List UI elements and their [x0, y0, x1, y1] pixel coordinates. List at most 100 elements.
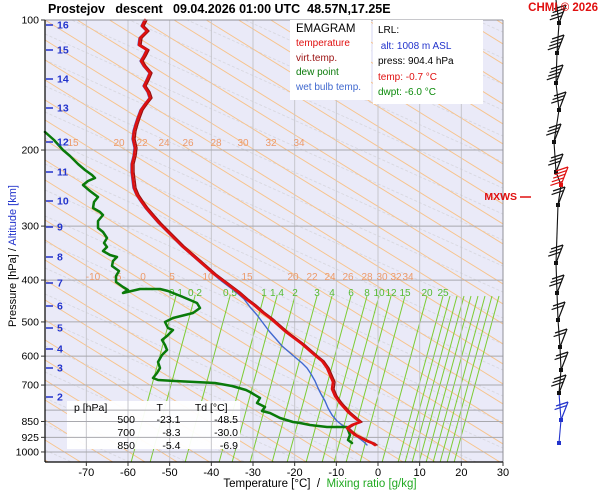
mxws-label: MXWS: [484, 191, 517, 203]
adiabat-label: 10: [202, 272, 214, 283]
pressure-tick-label: 600: [21, 351, 39, 363]
adiabat-label: 15: [241, 272, 253, 283]
mixing-ratio-label: 2: [292, 288, 298, 299]
mixing-ratio-label: 4: [329, 288, 335, 299]
temperature-tick-label: -30: [245, 467, 261, 479]
y-axis-title-altitude: Altitude [km]: [7, 185, 19, 246]
pressure-tick-label: 700: [21, 380, 39, 392]
sounding-levels-table: p [hPa] T Td [°C] 500 -23.1 -48.5 700 -8.3 -30.…: [68, 402, 240, 453]
lrl-line-3: dwpt: -6.0 °C: [378, 87, 436, 98]
x-axis-title-temperature: Temperature [°C]: [223, 478, 311, 490]
table-row: 850 -5.4 -6.9: [68, 440, 240, 453]
altitude-tick-label: 12: [57, 137, 69, 149]
table-cell: -6.9: [219, 440, 238, 452]
adiabat-label: 15: [67, 138, 79, 149]
adiabat-label: 28: [210, 138, 222, 149]
temperature-tick-label: -20: [287, 467, 303, 479]
table-cell: 850: [117, 440, 135, 452]
altitude-tick-label: 2: [57, 392, 63, 404]
lrl-line-0: alt: 1008 m ASL: [378, 40, 452, 52]
altitude-tick-label: 15: [57, 45, 69, 57]
legend-item-1: virt.temp.: [296, 52, 338, 64]
adiabat-label: -10: [86, 272, 101, 283]
pressure-tick-label: 1000: [16, 446, 40, 458]
page-title: Prostejov descent 09.04.2026 01:00 UTC 4…: [48, 2, 391, 16]
adiabat-label: 26: [342, 272, 354, 283]
adiabat-label: 32: [265, 138, 277, 149]
y-axis-title-pressure: Pressure [hPa] /: [7, 245, 19, 327]
x-axis-title: Temperature [°C] / Mixing ratio [g/kg]: [100, 478, 540, 490]
lrl-line-1: press: 904.4 hPa: [378, 56, 454, 67]
temperature-tick-label: 30: [497, 467, 509, 479]
pressure-tick-label: 400: [21, 275, 39, 287]
adiabat-label: 30: [237, 138, 249, 149]
legend-box: EMAGRAM temperature virt.temp. dew point we…: [290, 20, 371, 100]
table-cell: 700: [117, 427, 135, 439]
altitude-tick-label: 16: [57, 20, 69, 32]
x-axis-title-separator: /: [310, 478, 327, 490]
legend-heading: EMAGRAM: [296, 23, 356, 35]
adiabat-label: 32: [390, 272, 402, 283]
lrl-heading: LRL:: [378, 25, 400, 36]
pressure-tick-label: 300: [21, 221, 39, 233]
mixing-ratio-label: 3: [314, 288, 320, 299]
altitude-tick-label: 7: [57, 278, 63, 290]
legend-items: temperature virt.temp. dew point wet bulb t…: [296, 37, 371, 95]
mixing-ratio-label: 15: [399, 288, 411, 299]
sounding-curves: [43, 18, 378, 447]
adiabat-label: 0: [140, 272, 146, 283]
adiabat-label: 22: [306, 272, 318, 283]
adiabat-label: 20: [113, 138, 125, 149]
legend-item-3: wet bulb temp.: [296, 81, 362, 93]
pressure-tick-label: 925: [21, 432, 39, 444]
temperature-tick-label: 0: [375, 467, 381, 479]
lrl-line-2: temp: -0.7 °C: [378, 71, 438, 83]
x-axis-title-mixing-ratio: Mixing ratio [g/kg]: [326, 478, 417, 490]
adiabat-label: 28: [361, 272, 373, 283]
adiabat-label: 24: [158, 138, 170, 149]
mixing-ratio-label: 25: [437, 288, 449, 299]
altitude-tick-label: 10: [57, 196, 69, 208]
legend-item-2: dew point: [296, 67, 339, 78]
temperature-tick-label: -50: [162, 467, 178, 479]
mixing-ratio-label: 8: [364, 288, 370, 299]
table-cell: -48.5: [214, 414, 238, 426]
adiabat-label: 22: [136, 138, 148, 149]
table-header-cell: p [hPa]: [74, 402, 108, 414]
wind-barb-column: [546, 0, 569, 445]
curve-dew-point: [43, 130, 354, 445]
table-row: 700 -8.3 -30.0: [68, 427, 240, 440]
temperature-tick-label: 10: [414, 467, 426, 479]
copyright-label: CHMI © 2026: [528, 2, 598, 14]
temperature-tick-label: -40: [203, 467, 219, 479]
mixing-ratio-label: 1: [261, 288, 267, 299]
table-header-row: p [hPa] T Td [°C]: [68, 402, 240, 414]
adiabat-label: 20: [287, 272, 299, 283]
altitude-tick-label: 8: [57, 252, 63, 264]
curve-virt-temp: [133, 19, 378, 446]
altitude-tick-label: 11: [57, 167, 68, 179]
lrl-lines: alt: 1008 m ASL press: 904.4 hPa temp: -0.…: [378, 39, 483, 101]
pressure-tick-label: 850: [21, 416, 39, 428]
table-row: 500 -23.1 -48.5: [68, 414, 240, 427]
altitude-tick-label: 5: [57, 323, 63, 335]
mixing-ratio-label: 1.4: [270, 288, 284, 299]
pressure-tick-label: 500: [21, 316, 39, 328]
legend-item-0: temperature: [296, 38, 350, 49]
table-cell: -23.1: [156, 414, 181, 426]
altitude-tick-label: 9: [57, 222, 63, 234]
pressure-tick-label: 200: [21, 145, 39, 157]
mixing-ratio-label: 12: [385, 288, 397, 299]
table-cell: -5.4: [162, 440, 181, 452]
adiabat-label: 34: [402, 272, 414, 283]
wind-barb-marker: [557, 441, 561, 445]
temperature-tick-label: -60: [120, 467, 136, 479]
altitude-tick-label: 4: [57, 344, 63, 356]
mixing-ratio-label: 0.5: [223, 288, 237, 299]
adiabat-label: 24: [324, 272, 336, 283]
temperature-tick-label: -70: [78, 467, 94, 479]
curve-temperature: [130, 18, 377, 447]
mixing-ratio-label: 0.2: [188, 288, 202, 299]
